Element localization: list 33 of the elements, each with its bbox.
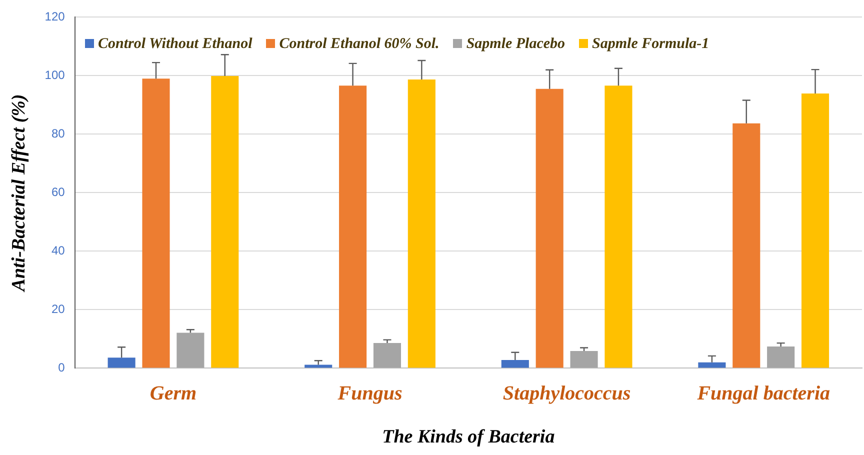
bar <box>501 360 529 368</box>
bar <box>732 123 760 368</box>
y-tick-label: 20 <box>51 302 66 316</box>
bar <box>698 362 726 368</box>
bar <box>801 94 830 368</box>
y-tick-label: 80 <box>51 126 66 141</box>
x-axis-title: The Kinds of Bacteria <box>382 426 556 448</box>
x-tick-label: Fungus <box>336 382 402 404</box>
x-tick-label: Germ <box>150 382 197 404</box>
y-axis-title: Anti-Bacterial Effect (%) <box>8 94 30 292</box>
legend-label: Control Ethanol 60% Sol. <box>278 36 440 53</box>
bar <box>176 332 204 368</box>
bar <box>339 86 367 368</box>
legend-label: Sapmle Formula-1 <box>591 36 710 53</box>
bar <box>604 86 632 368</box>
bar <box>108 358 136 368</box>
bar <box>767 346 795 368</box>
bar <box>304 364 332 368</box>
bar <box>536 88 564 368</box>
y-tick-label: 60 <box>51 185 66 200</box>
bar <box>142 78 170 368</box>
y-tick-label: 0 <box>58 360 66 375</box>
legend-label: Sapmle Placebo <box>465 36 566 53</box>
bar <box>408 80 436 368</box>
y-tick-label: 100 <box>44 68 66 82</box>
bar <box>570 350 598 368</box>
x-tick-label: Fungal bacteria <box>696 382 830 404</box>
y-tick-label: 120 <box>44 10 66 24</box>
bar <box>211 76 239 368</box>
legend-label: Control Without Ethanol <box>97 36 252 53</box>
bar <box>373 343 402 368</box>
y-tick-label: 40 <box>51 244 66 258</box>
x-tick-label: Staphylococcus <box>502 382 631 404</box>
